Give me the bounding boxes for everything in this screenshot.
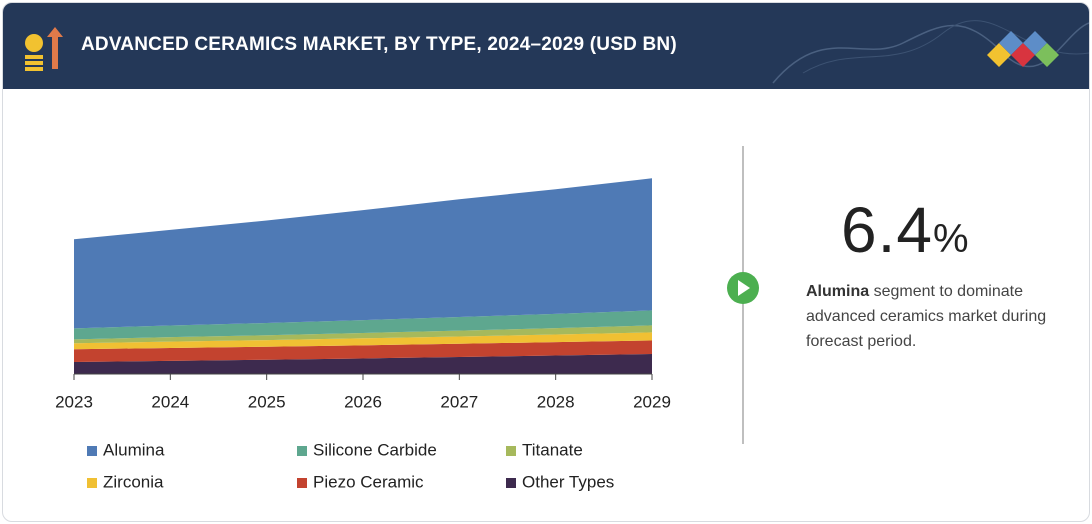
kpi: 6.4% <box>841 193 969 267</box>
chart-title: ADVANCED CERAMICS MARKET, BY TYPE, 2024–… <box>81 34 677 55</box>
legend-swatch <box>87 446 97 456</box>
legend-label: Titanate <box>522 440 583 459</box>
deco-diamonds <box>987 31 1059 67</box>
header: ADVANCED CERAMICS MARKET, BY TYPE, 2024–… <box>3 3 1089 89</box>
legend-label: Piezo Ceramic <box>313 472 424 491</box>
legend-swatch <box>506 446 516 456</box>
header-graphics <box>25 20 1089 84</box>
note: Alumina segment to dominate advanced cer… <box>806 279 1066 354</box>
x-tick-label: 2027 <box>440 392 478 411</box>
legend-swatch <box>87 478 97 488</box>
legend-swatch <box>506 478 516 488</box>
x-tick-label: 2023 <box>55 392 93 411</box>
area <box>74 178 652 329</box>
legend-label: Zirconia <box>103 472 164 491</box>
area <box>74 340 652 363</box>
legend-label: Silicone Carbide <box>313 440 437 459</box>
x-tick-label: 2024 <box>151 392 189 411</box>
legend-swatch <box>297 446 307 456</box>
legend-label: Other Types <box>522 472 614 491</box>
note-segment: Alumina <box>806 283 870 300</box>
icon <box>25 27 63 71</box>
kpi-unit: % <box>932 217 969 261</box>
chart: 2023 2024 2025 2026 2027 2028 2029 Alumina Silic… <box>55 146 759 491</box>
x-tick-label: 2028 <box>537 392 575 411</box>
x-tick-label: 2026 <box>344 392 382 411</box>
area <box>74 325 652 344</box>
legend-swatch <box>297 478 307 488</box>
area <box>74 310 652 340</box>
kpi-value: 6.4 <box>841 194 933 266</box>
legend-label: Alumina <box>103 440 165 459</box>
area <box>74 332 652 350</box>
note-text: segment to dominate advanced ceramics ma… <box>806 283 1047 350</box>
x-tick-label: 2025 <box>248 392 286 411</box>
play-triangle <box>738 280 750 296</box>
x-tick-label: 2029 <box>633 392 671 411</box>
area <box>74 353 652 374</box>
